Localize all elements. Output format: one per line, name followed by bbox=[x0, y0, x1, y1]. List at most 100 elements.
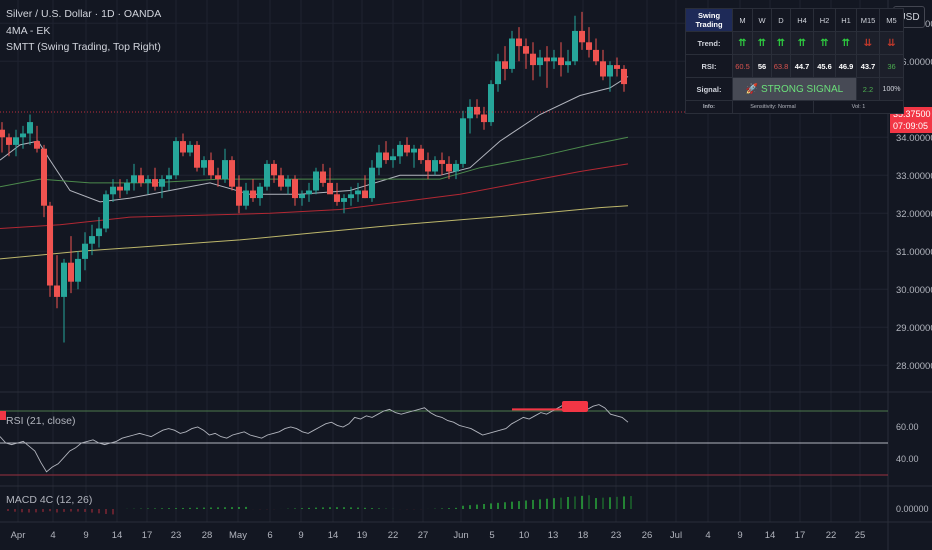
candle-body bbox=[607, 65, 613, 77]
table-title: Swing Trading bbox=[685, 8, 733, 32]
col-header: M5 bbox=[879, 8, 904, 32]
candle-body bbox=[572, 30, 578, 62]
current-price-value: 35.37500 bbox=[893, 109, 931, 119]
candle-body bbox=[257, 186, 263, 199]
candle-body bbox=[131, 175, 137, 183]
col-header: W bbox=[752, 8, 772, 32]
candle-body bbox=[299, 194, 305, 199]
time-tick-label: 14 bbox=[328, 530, 339, 541]
candle-body bbox=[306, 190, 312, 195]
candle-body bbox=[390, 156, 396, 161]
candle-body bbox=[313, 171, 319, 191]
candle-body bbox=[159, 179, 165, 187]
candle-body bbox=[586, 42, 592, 50]
candle-body bbox=[502, 61, 508, 69]
price-tick-label: 33.00000 bbox=[896, 171, 932, 182]
rsi-cell: 60.5 bbox=[732, 54, 753, 78]
candle-body bbox=[166, 175, 172, 180]
macd-indicator-label[interactable]: MACD 4C (12, 26) bbox=[6, 494, 93, 506]
time-tick-label: Jun bbox=[453, 530, 468, 541]
candle-body bbox=[222, 160, 228, 180]
rsi-indicator-label[interactable]: RSI (21, close) bbox=[6, 415, 76, 427]
candle-body bbox=[110, 186, 116, 195]
candle-body bbox=[173, 141, 179, 176]
candle-body bbox=[362, 190, 368, 199]
candle-body bbox=[34, 141, 40, 149]
rsi-cell: 43.7 bbox=[856, 54, 880, 78]
indicator-smtt-label[interactable]: SMTT (Swing Trading, Top Right) bbox=[6, 41, 161, 53]
candle-body bbox=[208, 160, 214, 176]
rsi-overbought-marker bbox=[562, 401, 588, 412]
time-tick-label: 22 bbox=[826, 530, 837, 541]
indicator-4ma-label[interactable]: 4MA - EK bbox=[6, 25, 51, 37]
col-header: D bbox=[771, 8, 791, 32]
candle-body bbox=[551, 57, 557, 62]
col-header: M15 bbox=[856, 8, 880, 32]
time-tick-label: 27 bbox=[418, 530, 429, 541]
signal-score: 2.2 bbox=[856, 77, 880, 101]
time-tick-label: 28 bbox=[202, 530, 213, 541]
candle-body bbox=[523, 46, 529, 54]
candle-body bbox=[13, 137, 19, 145]
candle-body bbox=[327, 182, 333, 195]
trend-up-icon: ⇈ bbox=[752, 31, 772, 55]
price-tick-label: 28.00000 bbox=[896, 361, 932, 372]
rsi-cell: 44.7 bbox=[790, 54, 814, 78]
price-tick-label: 29.00000 bbox=[896, 323, 932, 334]
signal-percent: 100% bbox=[879, 77, 904, 101]
candle-body bbox=[96, 228, 102, 237]
candle-body bbox=[355, 190, 361, 195]
rsi-cell: 36 bbox=[879, 54, 904, 78]
candle-body bbox=[75, 258, 81, 282]
macd-axis-label: 0.00000 bbox=[896, 504, 929, 514]
candle-body bbox=[621, 68, 627, 85]
trend-up-icon: ⇈ bbox=[771, 31, 791, 55]
trend-down-icon: ⇊ bbox=[856, 31, 880, 55]
candle-body bbox=[418, 148, 424, 161]
time-tick-label: 5 bbox=[489, 530, 494, 541]
moving-averages bbox=[0, 76, 629, 260]
col-header: M bbox=[732, 8, 753, 32]
candle-body bbox=[467, 106, 473, 119]
candle-body bbox=[593, 49, 599, 62]
candle-body bbox=[446, 163, 452, 172]
candle-body bbox=[320, 171, 326, 183]
candle-body bbox=[20, 133, 26, 138]
candle-body bbox=[474, 106, 480, 115]
bar-countdown: 07:09:05 bbox=[893, 121, 929, 131]
candle-body bbox=[495, 61, 501, 85]
candle-body bbox=[229, 160, 235, 187]
time-axis[interactable]: Apr 4 9 14 17 23 28 May 6 9 14 19 22 27 Jun 5 10 13 18 23 26… bbox=[11, 530, 866, 541]
candle-body bbox=[565, 61, 571, 66]
candle-body bbox=[236, 186, 242, 206]
candle-body bbox=[558, 57, 564, 66]
candle-body bbox=[530, 53, 536, 66]
candle-body bbox=[68, 262, 74, 282]
rsi-cell: 45.6 bbox=[813, 54, 836, 78]
candle-body bbox=[278, 175, 284, 187]
price-tick-label: 36.00000 bbox=[896, 57, 932, 68]
symbol-title[interactable]: Silver / U.S. Dollar · 1D · OANDA bbox=[6, 8, 162, 20]
candle-body bbox=[432, 160, 438, 172]
col-header: H4 bbox=[790, 8, 814, 32]
smtt-table: Swing Trading M W D H4 H2 H1 M15 M5 Tren… bbox=[685, 8, 904, 114]
candle-body bbox=[152, 179, 158, 187]
candle-body bbox=[425, 160, 431, 172]
candle-body bbox=[488, 84, 494, 123]
candle-body bbox=[54, 285, 60, 297]
time-tick-label: 9 bbox=[737, 530, 742, 541]
ma-fast-line bbox=[0, 76, 629, 203]
time-tick-label: 4 bbox=[50, 530, 55, 541]
volume-info: Vol: 1 bbox=[813, 100, 904, 114]
time-tick-label: 26 bbox=[642, 530, 653, 541]
signal-label: Signal: bbox=[685, 77, 733, 101]
candle-body bbox=[383, 152, 389, 161]
time-tick-label: Jul bbox=[670, 530, 682, 541]
candlesticks bbox=[0, 11, 627, 343]
candle-body bbox=[537, 57, 543, 66]
price-tick-label: 32.00000 bbox=[896, 209, 932, 220]
info-label: Info: bbox=[685, 100, 733, 114]
price-tick-label: 34.00000 bbox=[896, 133, 932, 144]
trend-down-icon: ⇊ bbox=[879, 31, 904, 55]
